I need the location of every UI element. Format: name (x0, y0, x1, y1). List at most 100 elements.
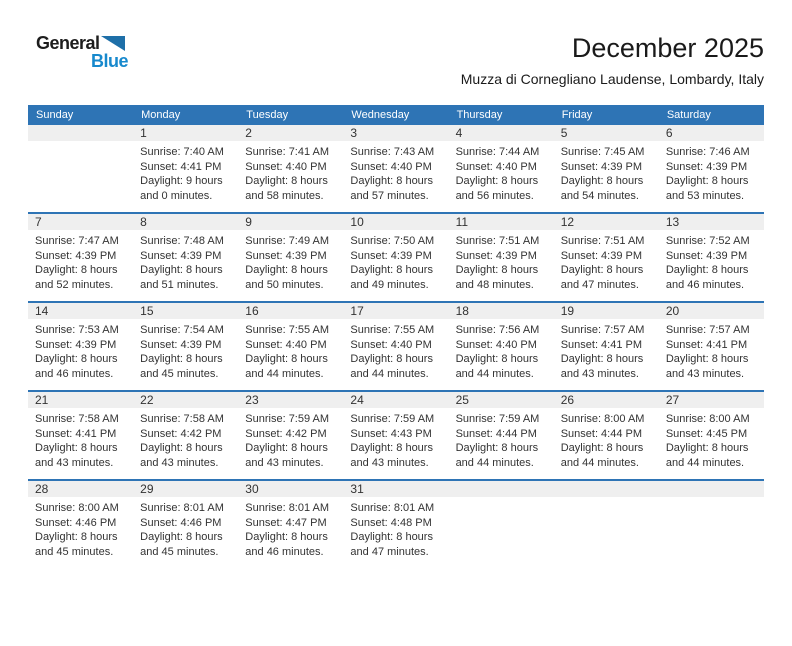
day-info-line: Sunrise: 7:55 AM (350, 324, 435, 336)
day-info: Sunrise: 7:52 AM Sunset: 4:39 PM Daylight:… (659, 230, 764, 292)
day-info-line: Sunset: 4:40 PM (350, 160, 432, 173)
day-info-line: and 50 minutes. (245, 278, 324, 291)
day-info-line: and 43 minutes. (245, 456, 324, 469)
day-info-line: Daylight: 8 hours (350, 442, 433, 454)
day-info-line: Sunrise: 7:59 AM (245, 413, 330, 425)
day-info-line: Sunrise: 8:01 AM (350, 502, 435, 514)
day-info-line: and 43 minutes. (560, 367, 639, 380)
day-cell: 26 Sunrise: 8:00 AM Sunset: 4:44 PM Dayligh… (553, 392, 659, 479)
day-info-line: Daylight: 8 hours (455, 175, 539, 187)
day-info-line: Sunset: 4:47 PM (245, 516, 327, 529)
day-cell: 17 Sunrise: 7:55 AM Sunset: 4:40 PM Dayligh… (343, 303, 449, 390)
day-info-line: Sunset: 4:39 PM (350, 249, 432, 262)
day-number: 10 (343, 214, 449, 230)
empty-day-cell (448, 481, 554, 568)
day-info-line: Sunset: 4:39 PM (245, 249, 327, 262)
week-row: 1 Sunrise: 7:40 AM Sunset: 4:41 PM Daylight… (28, 125, 764, 212)
day-info: Sunrise: 7:59 AM Sunset: 4:42 PM Daylight:… (238, 408, 343, 470)
empty-day-cell (553, 481, 659, 568)
week-row: 14 Sunrise: 7:53 AM Sunset: 4:39 PM Dayligh… (28, 301, 764, 390)
day-cell: 25 Sunrise: 7:59 AM Sunset: 4:44 PM Dayligh… (448, 392, 554, 479)
day-cell: 5 Sunrise: 7:45 AM Sunset: 4:39 PM Daylight… (553, 125, 659, 212)
day-info: Sunrise: 7:53 AM Sunset: 4:39 PM Daylight:… (28, 319, 133, 381)
day-info-line: Sunrise: 7:56 AM (455, 324, 540, 336)
logo-triangle-icon (100, 36, 125, 55)
day-info-line: Sunrise: 7:40 AM (140, 146, 224, 158)
day-info-line: Daylight: 8 hours (140, 264, 223, 276)
day-cell: 16 Sunrise: 7:55 AM Sunset: 4:40 PM Dayligh… (238, 303, 344, 390)
day-info: Sunrise: 8:00 AM Sunset: 4:44 PM Daylight:… (554, 408, 659, 470)
day-info-line: and 45 minutes. (140, 367, 219, 380)
day-info-line: Sunrise: 7:48 AM (140, 235, 224, 247)
day-number: 14 (28, 303, 134, 319)
day-number: 11 (448, 214, 554, 230)
day-cell: 4 Sunrise: 7:44 AM Sunset: 4:40 PM Daylight… (448, 125, 554, 212)
day-cell: 13 Sunrise: 7:52 AM Sunset: 4:39 PM Dayligh… (658, 214, 764, 301)
day-info-line: Sunrise: 7:59 AM (350, 413, 435, 425)
day-info-line: and 43 minutes. (350, 456, 429, 469)
day-info: Sunrise: 7:59 AM Sunset: 4:44 PM Daylight:… (449, 408, 554, 470)
day-info-line: Daylight: 8 hours (245, 442, 328, 454)
day-cell: 7 Sunrise: 7:47 AM Sunset: 4:39 PM Daylight… (28, 214, 134, 301)
day-cell: 27 Sunrise: 8:00 AM Sunset: 4:45 PM Dayligh… (658, 392, 764, 479)
day-number: 3 (343, 125, 449, 141)
day-info-line: Sunset: 4:39 PM (35, 249, 117, 262)
day-info-line: Sunset: 4:41 PM (665, 338, 748, 351)
day-info: Sunrise: 7:55 AM Sunset: 4:40 PM Daylight:… (343, 319, 448, 381)
logo-text-general: General (36, 33, 100, 53)
day-info: Sunrise: 7:44 AM Sunset: 4:40 PM Daylight:… (449, 141, 554, 203)
day-number: 6 (658, 125, 764, 141)
day-info-line: and 44 minutes. (245, 367, 324, 380)
day-info-line: Sunset: 4:42 PM (140, 427, 222, 440)
day-cell: 21 Sunrise: 7:58 AM Sunset: 4:41 PM Dayligh… (28, 392, 134, 479)
day-cell: 1 Sunrise: 7:40 AM Sunset: 4:41 PM Daylight… (133, 125, 239, 212)
day-info-line: and 53 minutes. (665, 189, 745, 202)
day-number: 17 (343, 303, 449, 319)
day-info-line: and 0 minutes. (140, 189, 213, 202)
day-cell: 22 Sunrise: 7:58 AM Sunset: 4:42 PM Dayligh… (133, 392, 239, 479)
day-info-line: and 58 minutes. (245, 189, 324, 202)
empty-day-cell (658, 481, 764, 568)
day-cell: 10 Sunrise: 7:50 AM Sunset: 4:39 PM Dayligh… (343, 214, 449, 301)
day-info-line: Sunrise: 7:49 AM (245, 235, 330, 247)
day-info-line: Sunrise: 8:00 AM (665, 413, 750, 425)
day-info-line: Daylight: 8 hours (665, 175, 749, 187)
day-info: Sunrise: 7:45 AM Sunset: 4:39 PM Daylight:… (554, 141, 659, 203)
day-info-line: Daylight: 8 hours (245, 353, 328, 365)
day-info-line: and 44 minutes. (455, 367, 534, 380)
day-cell: 30 Sunrise: 8:01 AM Sunset: 4:47 PM Dayligh… (238, 481, 344, 568)
day-info-line: Sunset: 4:39 PM (560, 160, 643, 173)
day-info-line: Daylight: 8 hours (35, 353, 118, 365)
day-info: Sunrise: 7:46 AM Sunset: 4:39 PM Daylight:… (659, 141, 764, 203)
weekday-header-thursday: Thursday (456, 109, 503, 121)
day-info: Sunrise: 7:40 AM Sunset: 4:41 PM Daylight:… (133, 141, 238, 203)
day-cell: 23 Sunrise: 7:59 AM Sunset: 4:42 PM Dayligh… (238, 392, 344, 479)
day-info-line: and 47 minutes. (560, 278, 639, 291)
day-number: 19 (553, 303, 659, 319)
day-info-line: and 44 minutes. (560, 456, 639, 469)
day-info-line: Daylight: 8 hours (140, 353, 223, 365)
day-info-line: Sunset: 4:48 PM (350, 516, 432, 529)
day-number: 5 (553, 125, 659, 141)
day-info: Sunrise: 8:00 AM Sunset: 4:46 PM Daylight:… (28, 497, 133, 559)
day-number: 15 (133, 303, 239, 319)
day-info-line: Sunrise: 7:55 AM (245, 324, 330, 336)
day-info-line: and 43 minutes. (665, 367, 745, 380)
day-info-line: and 45 minutes. (35, 545, 114, 558)
week-row: 7 Sunrise: 7:47 AM Sunset: 4:39 PM Daylight… (28, 212, 764, 301)
day-info-line: Daylight: 8 hours (35, 442, 118, 454)
day-number: 21 (28, 392, 134, 408)
day-info-line: Sunrise: 7:53 AM (35, 324, 119, 336)
day-number: 8 (133, 214, 239, 230)
day-info-line: Sunset: 4:45 PM (665, 427, 748, 440)
day-number: 12 (553, 214, 659, 230)
day-info-line: and 54 minutes. (560, 189, 639, 202)
day-info-line: Sunset: 4:40 PM (350, 338, 432, 351)
day-info-line: Sunrise: 7:58 AM (35, 413, 119, 425)
day-info-line: Sunset: 4:41 PM (35, 427, 117, 440)
day-info-line: Sunset: 4:46 PM (35, 516, 117, 529)
day-info: Sunrise: 8:00 AM Sunset: 4:45 PM Daylight:… (659, 408, 764, 470)
weekday-header-tuesday: Tuesday (246, 109, 289, 121)
day-info-line: and 43 minutes. (140, 456, 219, 469)
day-info-line: Daylight: 8 hours (665, 264, 749, 276)
